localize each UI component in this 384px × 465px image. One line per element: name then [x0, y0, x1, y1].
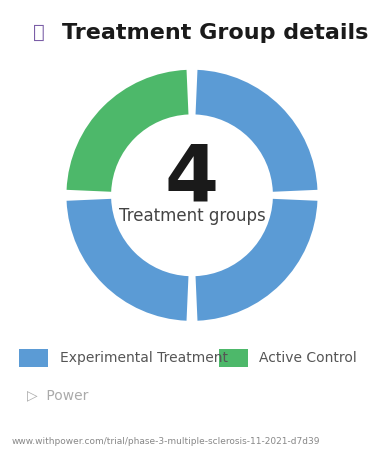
Wedge shape — [66, 199, 189, 321]
FancyBboxPatch shape — [219, 349, 248, 367]
Text: Active Control: Active Control — [259, 351, 357, 365]
FancyBboxPatch shape — [19, 349, 48, 367]
Wedge shape — [66, 70, 189, 192]
Text: Treatment groups: Treatment groups — [119, 207, 265, 225]
Text: Treatment Group details: Treatment Group details — [62, 22, 368, 43]
Text: 4: 4 — [165, 140, 219, 217]
Wedge shape — [195, 199, 318, 321]
Text: www.withpower.com/trial/phase-3-multiple-sclerosis-11-2021-d7d39: www.withpower.com/trial/phase-3-multiple… — [12, 437, 320, 446]
Text: Experimental Treatment: Experimental Treatment — [60, 351, 227, 365]
Wedge shape — [195, 70, 318, 192]
Text: ▷  Power: ▷ Power — [27, 388, 88, 403]
Text: 👥: 👥 — [33, 23, 44, 42]
